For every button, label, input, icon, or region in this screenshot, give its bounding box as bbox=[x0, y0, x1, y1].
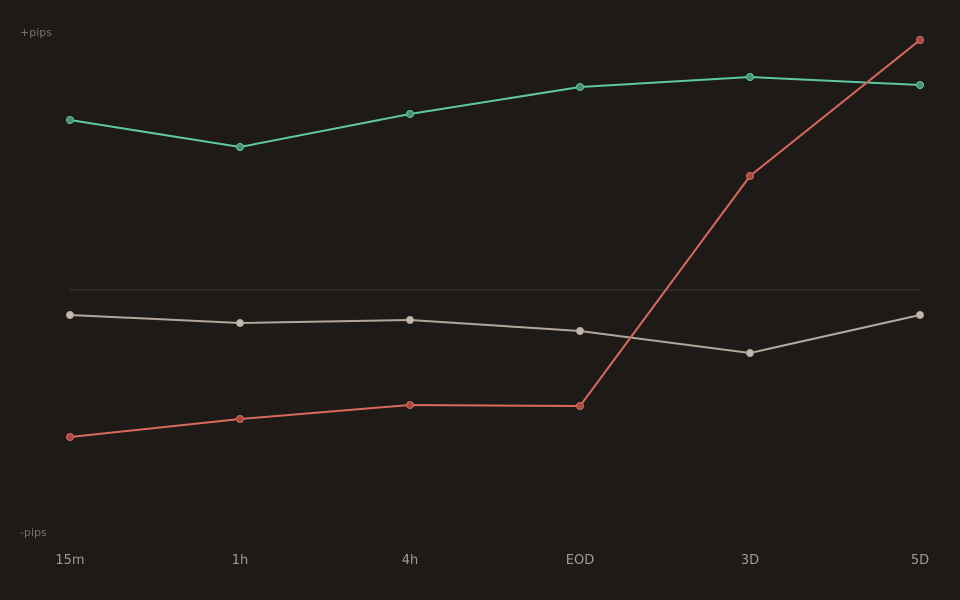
data-point bbox=[236, 143, 244, 151]
y-tick-label: -pips bbox=[20, 526, 47, 539]
data-point bbox=[66, 116, 74, 124]
data-point bbox=[236, 319, 244, 327]
data-point bbox=[576, 83, 584, 91]
x-tick-label: 5D bbox=[911, 553, 929, 568]
data-point bbox=[66, 433, 74, 441]
data-point bbox=[406, 316, 414, 324]
data-point bbox=[406, 401, 414, 409]
series-line bbox=[69, 75, 921, 149]
data-point bbox=[746, 349, 754, 357]
data-point bbox=[746, 172, 754, 180]
data-point bbox=[576, 402, 584, 410]
data-point bbox=[236, 415, 244, 423]
x-tick-label: EOD bbox=[566, 553, 594, 568]
data-point bbox=[916, 81, 924, 89]
data-point bbox=[406, 110, 414, 118]
data-point bbox=[916, 36, 924, 44]
x-tick-label: 3D bbox=[741, 553, 759, 568]
y-tick-label: +pips bbox=[20, 26, 52, 39]
data-point bbox=[916, 311, 924, 319]
series-line bbox=[69, 314, 921, 355]
x-tick-label: 1h bbox=[232, 553, 249, 568]
series-line bbox=[69, 39, 921, 438]
x-tick-label: 4h bbox=[402, 553, 419, 568]
data-point bbox=[746, 73, 754, 81]
data-point bbox=[66, 311, 74, 319]
x-tick-label: 15m bbox=[55, 553, 84, 568]
data-point bbox=[576, 327, 584, 335]
